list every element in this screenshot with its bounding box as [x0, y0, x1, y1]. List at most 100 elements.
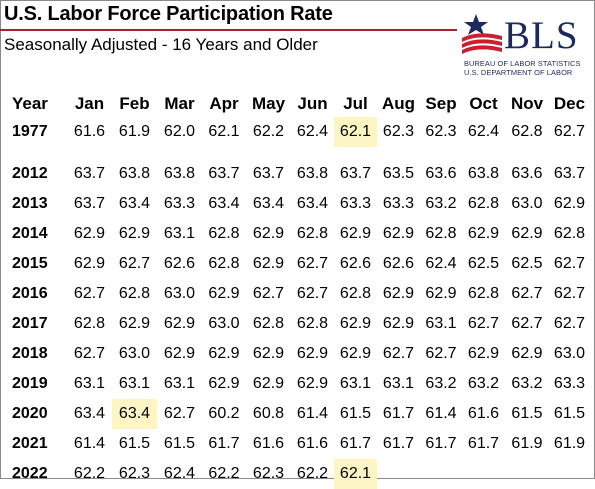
table-cell-jul: 61.5	[339, 405, 372, 422]
year-label: 2020	[12, 405, 48, 422]
table-cell-jun: 63.8	[296, 165, 329, 182]
table-cell-jun: 62.9	[296, 345, 329, 362]
table-cell-jul: 63.1	[339, 375, 372, 392]
table-cell-sep: 63.2	[425, 195, 457, 212]
column-header-jan: Jan	[74, 93, 105, 113]
table-cell-aug: 62.9	[382, 225, 415, 242]
chart-title: U.S. Labor Force Participation Rate	[4, 3, 333, 25]
table-cell-jun: 61.4	[296, 405, 329, 422]
year-label: 2015	[12, 255, 48, 272]
table-cell-dec: 61.5	[553, 405, 586, 422]
table-cell-aug: 61.7	[382, 435, 415, 452]
table-cell-jul: 62.9	[339, 315, 372, 332]
table-cell-jun: 63.4	[296, 195, 329, 212]
table-cell-jun: 62.8	[296, 315, 329, 332]
table-cell-may: 63.7	[252, 165, 285, 182]
table-cell-apr: 63.0	[208, 315, 240, 332]
table-cell-may: 63.4	[252, 195, 285, 212]
column-header-oct: Oct	[469, 93, 498, 113]
table-cell-may: 62.9	[252, 345, 285, 362]
table-cell-jan: 63.1	[73, 375, 106, 392]
column-header-dec: Dec	[553, 93, 586, 113]
table-cell-mar: 62.9	[163, 345, 196, 362]
table-cell-jul: 62.1	[334, 117, 377, 147]
table-row-2022: 2022 62.2 62.3 62.4 62.2 62.3 62.2 62.1	[4, 459, 590, 489]
table-cell-oct	[462, 459, 505, 489]
table-cell-jan: 61.4	[73, 435, 106, 452]
table-cell-apr: 62.1	[208, 123, 240, 140]
row-gap	[4, 147, 590, 159]
table-cell-mar: 63.3	[163, 195, 196, 212]
column-header-jun: Jun	[297, 93, 328, 113]
table-cell-apr: 61.7	[208, 435, 240, 452]
table-cell-dec: 62.7	[553, 285, 586, 302]
table-header-row: Year Jan Feb Mar Apr May Jun Jul Aug Sep Oct Nov Dec	[4, 90, 590, 117]
table-cell-nov: 62.9	[511, 345, 543, 362]
table-cell-dec: 62.9	[553, 195, 586, 212]
table-cell-nov: 63.0	[511, 195, 543, 212]
table-cell-mar: 62.7	[163, 405, 196, 422]
table-cell-mar: 63.1	[163, 225, 196, 242]
table-cell-dec	[549, 459, 590, 489]
table-cell-jan: 63.7	[73, 195, 106, 212]
table-cell-mar: 62.0	[163, 123, 196, 140]
table-cell-jul: 63.3	[339, 195, 372, 212]
table-cell-jan: 63.7	[73, 165, 106, 182]
table-cell-jan: 62.9	[73, 255, 106, 272]
table-cell-may: 62.2	[252, 123, 285, 140]
table-cell-mar: 61.5	[163, 435, 196, 452]
table-cell-aug: 63.5	[382, 165, 415, 182]
table-cell-feb: 61.5	[118, 435, 151, 452]
bls-logo: BLS BUREAU OF LABOR STATISTICS U.S. DEPA…	[458, 8, 590, 78]
table-cell-sep: 63.1	[425, 315, 457, 332]
table-cell-mar: 62.9	[163, 315, 196, 332]
table-cell-dec: 62.7	[553, 123, 586, 140]
column-header-nov: Nov	[510, 93, 544, 113]
column-header-feb: Feb	[119, 93, 150, 113]
table-cell-feb: 61.9	[118, 123, 151, 140]
column-header-jul: Jul	[343, 93, 368, 113]
year-label: 2016	[12, 285, 48, 302]
table-cell-apr: 60.2	[208, 405, 240, 422]
table-cell-aug: 63.3	[382, 195, 415, 212]
table-cell-nov	[505, 459, 549, 489]
table-cell-feb: 62.9	[118, 225, 151, 242]
table-cell-mar: 63.1	[163, 375, 196, 392]
table-cell-jan: 63.4	[73, 405, 106, 422]
table-row-2012: 2012 63.7 63.8 63.8 63.7 63.7 63.8 63.7 63.5 63.6…	[4, 159, 590, 189]
table-cell-aug: 61.7	[382, 405, 415, 422]
table-cell-feb: 62.7	[118, 255, 151, 272]
table-cell-apr: 62.2	[208, 465, 240, 482]
table-row-2014: 2014 62.9 62.9 63.1 62.8 62.9 62.8 62.9 62.9 62.8…	[4, 219, 590, 249]
table-cell-sep: 62.3	[425, 123, 457, 140]
table-cell-oct: 62.8	[467, 195, 500, 212]
table-cell-jul: 62.9	[339, 345, 372, 362]
table-cell-oct: 62.9	[467, 345, 500, 362]
year-label: 2022	[12, 465, 48, 482]
table-cell-may: 62.9	[252, 375, 285, 392]
table-cell-sep: 63.6	[425, 165, 457, 182]
year-label: 2017	[12, 315, 48, 332]
table-cell-jun: 62.7	[296, 285, 329, 302]
table-cell-jul: 62.9	[339, 225, 372, 242]
table-cell-jul: 62.6	[339, 255, 372, 272]
table-cell-aug: 63.1	[382, 375, 415, 392]
table-cell-oct: 61.6	[467, 405, 500, 422]
table-row-2015: 2015 62.9 62.7 62.6 62.8 62.9 62.7 62.6 62.6 62.4…	[4, 249, 590, 279]
table-cell-aug: 62.9	[382, 285, 415, 302]
table-cell-apr: 63.4	[208, 195, 240, 212]
year-label: 2019	[12, 375, 48, 392]
table-cell-jan: 62.2	[73, 465, 106, 482]
table-cell-nov: 61.9	[511, 435, 543, 452]
table-cell-dec: 63.0	[553, 345, 586, 362]
table-cell-jul: 62.8	[339, 285, 372, 302]
table-cell-apr: 63.7	[208, 165, 240, 182]
table-cell-feb: 63.1	[118, 375, 151, 392]
table-row-2017: 2017 62.8 62.9 62.9 63.0 62.8 62.8 62.9 62.9 63.1…	[4, 309, 590, 339]
bls-logo-line1: BUREAU OF LABOR STATISTICS	[464, 59, 581, 68]
table-cell-sep: 61.7	[425, 435, 457, 452]
table-row-2013: 2013 63.7 63.4 63.3 63.4 63.4 63.4 63.3 63.3 63.2…	[4, 189, 590, 219]
table-cell-oct: 62.5	[467, 255, 500, 272]
bls-logo-line2: U.S. DEPARTMENT OF LABOR	[464, 68, 573, 77]
table-cell-oct: 63.8	[467, 165, 500, 182]
